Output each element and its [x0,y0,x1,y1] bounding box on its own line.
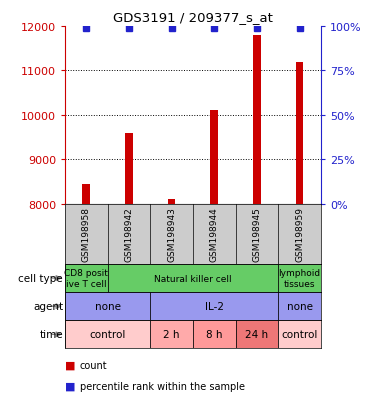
Text: GSM198958: GSM198958 [82,207,91,262]
Text: 24 h: 24 h [245,330,269,339]
Text: time: time [39,330,63,339]
Text: Natural killer cell: Natural killer cell [154,274,232,283]
Text: ■: ■ [65,381,75,391]
Text: 2 h: 2 h [163,330,180,339]
Bar [278,292,321,320]
Bar [150,320,193,349]
Text: GSM198942: GSM198942 [124,207,134,262]
Text: control: control [281,330,318,339]
Text: lymphoid
tissues: lymphoid tissues [279,269,321,288]
Bar [278,264,321,292]
Bar [82,185,90,204]
Text: cell type: cell type [19,273,63,283]
Bar [168,200,175,204]
Text: control: control [89,330,126,339]
Bar [150,292,278,320]
Text: percentile rank within the sample: percentile rank within the sample [80,381,245,391]
Text: CD8 posit
ive T cell: CD8 posit ive T cell [64,269,108,288]
Bar [125,133,133,204]
Bar [253,36,261,204]
Text: none: none [286,301,313,311]
Text: 8 h: 8 h [206,330,223,339]
Bar [65,320,150,349]
Bar [65,264,108,292]
Bar [108,264,278,292]
Text: count: count [80,360,107,370]
Text: agent: agent [33,301,63,311]
Text: GSM198944: GSM198944 [210,207,219,262]
Text: GSM198945: GSM198945 [252,207,262,262]
Title: GDS3191 / 209377_s_at: GDS3191 / 209377_s_at [113,11,273,24]
Bar [193,320,236,349]
Text: none: none [95,301,121,311]
Bar [65,292,150,320]
Text: GSM198943: GSM198943 [167,207,176,262]
Bar [236,320,278,349]
Bar [296,62,303,204]
Text: IL-2: IL-2 [205,301,224,311]
Bar [210,111,218,204]
Text: ■: ■ [65,360,75,370]
Bar [278,320,321,349]
Text: GSM198959: GSM198959 [295,207,304,262]
